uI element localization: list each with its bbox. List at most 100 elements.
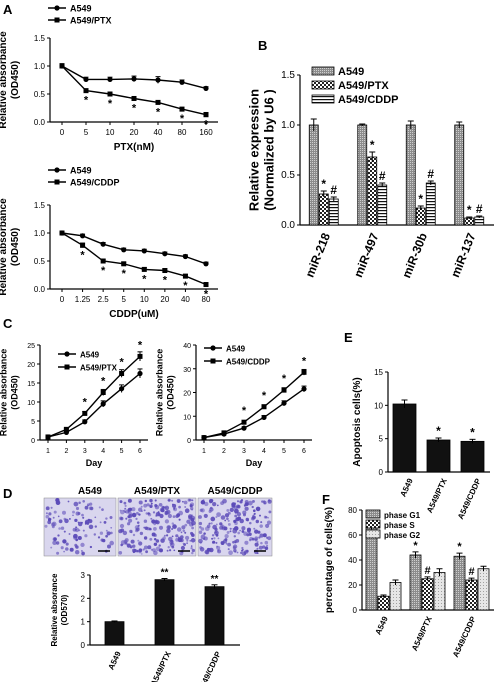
stained-cell (164, 505, 170, 511)
data-point (100, 401, 106, 407)
data-point (182, 253, 189, 260)
stained-cell (101, 538, 106, 543)
x-tick-label: 80 (178, 128, 187, 137)
stained-cell (145, 550, 149, 554)
stained-cell (52, 540, 57, 546)
x-tick-label: 0 (60, 128, 65, 137)
stained-cell (227, 542, 232, 547)
stained-cell (265, 523, 270, 528)
data-point (141, 248, 147, 254)
stained-cell (86, 521, 90, 525)
significance-mark: ** (211, 574, 219, 585)
panel-letter-f: F (322, 492, 330, 507)
stained-cell (252, 514, 255, 517)
micrograph-label-a549: A549 (78, 486, 102, 497)
stained-cell (184, 531, 187, 534)
significance-mark: # (424, 565, 430, 577)
data-point (59, 63, 65, 69)
data-point (201, 435, 207, 441)
stained-cell (255, 519, 260, 524)
data-point (59, 230, 65, 236)
legend-marker (64, 351, 70, 357)
legend-swatch (311, 80, 335, 90)
stained-cell (140, 505, 143, 508)
stained-cell (94, 525, 97, 528)
legend-label: phase G2 (384, 531, 421, 540)
legend-marker (210, 358, 216, 364)
x-tick-label: 6 (302, 448, 306, 455)
chart-a-ptx-dose: 0.0 0.5 1.0 1.5 Relative absorbance (OD450) 0 5… (0, 4, 218, 153)
stained-cell (221, 525, 227, 531)
stained-cell (204, 501, 209, 507)
stained-cell (135, 517, 138, 521)
stained-cell (62, 539, 67, 544)
stained-cell (130, 531, 133, 534)
stained-cell (227, 522, 231, 526)
stained-cell (186, 539, 189, 542)
stained-cell (101, 508, 104, 511)
stained-cell (216, 512, 221, 517)
stained-cell (226, 517, 229, 521)
stained-cell (241, 526, 246, 531)
bar (357, 124, 368, 226)
x-tick-label: 1 (202, 448, 206, 455)
legend-label: phase G1 (384, 511, 421, 520)
x-tick-label: 80 (202, 295, 211, 304)
legend-label: A549/CDDP (226, 358, 271, 367)
y-tick-label: 0 (353, 606, 358, 615)
stained-cell (105, 529, 108, 532)
stained-cell (44, 524, 48, 528)
stained-cell (94, 516, 97, 519)
x-tick-label: 6 (138, 448, 142, 455)
stained-cell (191, 548, 196, 553)
stained-cell (220, 515, 226, 520)
stained-cell (167, 546, 170, 549)
y-axis-label: (OD450) (10, 375, 20, 410)
stained-cell (190, 515, 196, 521)
stained-cell (132, 533, 136, 537)
stained-cell (231, 503, 236, 508)
stained-cell (211, 534, 215, 537)
stained-cell (138, 541, 143, 546)
significance-mark: * (321, 177, 326, 191)
stained-cell (152, 511, 156, 514)
y-tick-label: 0.0 (281, 220, 295, 231)
stained-cell (82, 529, 85, 532)
data-point (141, 266, 147, 272)
stained-cell (169, 549, 172, 552)
stained-cell (224, 519, 227, 522)
stained-cell (103, 520, 107, 524)
stained-cell (58, 519, 63, 524)
stained-cell (107, 544, 111, 549)
stained-cell (246, 527, 252, 532)
bar (465, 579, 478, 611)
stained-cell (229, 507, 234, 513)
stained-cell (234, 512, 237, 514)
data-point (203, 282, 209, 288)
series-line (61, 232, 207, 286)
stained-cell (199, 541, 202, 544)
stained-cell (80, 542, 85, 548)
x-tick-label: 2 (222, 448, 226, 455)
stained-cell (56, 551, 60, 555)
stained-cell (124, 507, 127, 510)
stained-cell (143, 509, 146, 512)
stained-cell (240, 499, 244, 502)
stained-cell (109, 516, 113, 519)
stained-cell (175, 514, 179, 519)
stained-cell (258, 545, 263, 550)
stained-cell (189, 539, 192, 542)
y-tick-label: 15 (27, 381, 35, 388)
x-tick-label: 3 (242, 448, 246, 455)
stained-cell (178, 538, 180, 541)
data-point (82, 410, 88, 416)
significance-mark: * (101, 376, 106, 388)
chart-f-cell-cycle: 0 20 40 60 80 percentage of cells(%) A549 A549/… (324, 506, 494, 659)
stained-cell (144, 499, 148, 503)
stained-cell (191, 551, 194, 555)
stained-cell (175, 534, 179, 538)
micrograph-label-ptx: A549/PTX (134, 486, 180, 497)
y-axis-label: Apoptosis cells(%) (352, 377, 363, 466)
x-tick-label: 0 (60, 295, 65, 304)
stained-cell (50, 506, 53, 509)
